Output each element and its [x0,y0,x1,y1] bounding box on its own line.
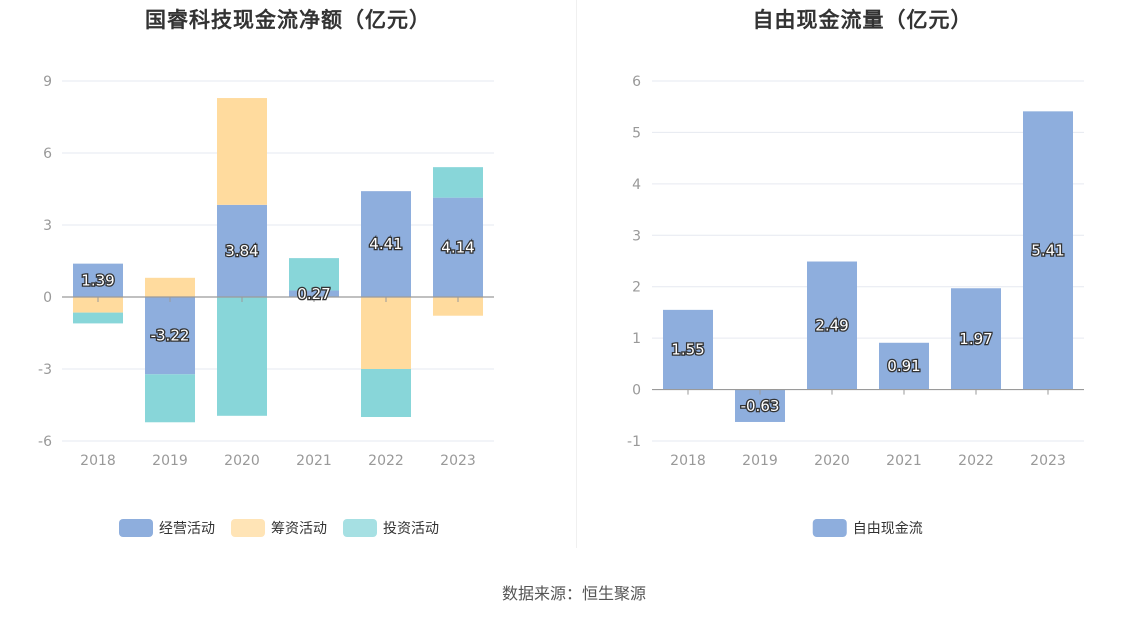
y-tick-label: 4 [632,177,641,193]
bar [217,98,267,205]
free-cash-flow-chart: 6 5 4 3 2 1 0 -1 2018 2019 2020 2021 2022 2023 1.55 -0.… [627,74,1084,537]
x-tick-label: 2019 [152,453,188,469]
bar [73,297,123,313]
legend-item: 投资活动 [343,519,439,537]
x-tick-label: 2020 [224,453,260,469]
x-tick-label: 2022 [958,453,994,469]
legend-label: 投资活动 [383,521,439,537]
bar [289,258,339,291]
free-cash-flow-chart-panel: 自由现金流量（亿元） 6 5 4 3 2 1 0 -1 2018 2019 2020 2021 2022… [577,0,1148,560]
y-tick-label: 5 [632,125,641,141]
y-tick-label: -6 [38,434,52,450]
chart-title: 自由现金流量（亿元） [752,8,973,32]
y-tick-label: 3 [43,218,52,234]
y-tick-label: 6 [43,146,52,162]
bar [1023,111,1073,390]
legend-item: 自由现金流 [812,519,923,537]
y-tick-label: 6 [632,74,641,90]
data-label: 1.97 [959,330,992,348]
y-tick-label: 0 [632,383,641,399]
bar [73,312,123,324]
source-note: 数据来源：恒生聚源 [501,584,646,603]
legend-label: 经营活动 [159,521,215,537]
legend-swatch [812,519,847,537]
bar [145,277,195,297]
data-label: 1.55 [671,341,704,359]
y-tick-label: 1 [632,331,641,347]
bar [289,290,339,297]
y-tick-label: 0 [43,290,52,306]
x-tick-label: 2020 [814,453,850,469]
data-label: 4.41 [369,235,402,253]
bar [663,309,713,390]
x-tick-label: 2019 [742,453,778,469]
data-label: -3.22 [151,327,190,345]
bar [807,261,857,390]
bar [145,297,195,375]
y-tick-label: 3 [632,228,641,244]
x-tick-label: 2023 [1030,453,1066,469]
legend-item: 经营活动 [119,519,215,537]
y-tick-label: -1 [627,434,641,450]
cash-flow-chart: 9 6 3 0 -3 -6 2018 2019 2020 2021 2022 2023 1.39 -3.2… [38,74,494,537]
panel-divider [576,0,577,548]
bar [433,197,483,297]
bar [951,288,1001,390]
bar [361,191,411,297]
x-tick-label: 2022 [368,453,404,469]
legend-label: 筹资活动 [271,520,327,537]
x-tick-label: 2018 [80,453,116,469]
data-label: 3.84 [225,242,258,260]
bar [433,167,483,198]
legend-swatch [231,519,265,537]
y-tick-label: -3 [38,362,52,378]
bar [361,369,411,417]
x-tick-label: 2021 [296,453,332,469]
data-label: 4.14 [441,238,474,256]
y-tick-label: 9 [43,74,52,90]
legend-item: 筹资活动 [231,519,327,537]
data-label: 1.39 [81,271,114,289]
bar [433,297,483,316]
data-label: -0.63 [741,397,780,415]
data-label: 0.91 [887,357,920,375]
data-label: 5.41 [1031,241,1064,259]
bar [217,297,267,416]
y-tick-label: 2 [632,280,641,296]
chart-title: 国睿科技现金流净额（亿元） [145,8,431,32]
bar [73,263,123,297]
x-tick-label: 2021 [886,453,922,469]
legend-swatch [119,519,153,537]
bar [217,204,267,297]
bar [361,297,411,369]
bar [145,374,195,423]
x-tick-label: 2023 [440,453,476,469]
cash-flow-chart-panel: 国睿科技现金流净额（亿元） 9 6 3 0 -3 -6 2018 2019 2020 2021 20… [0,0,576,560]
bar [735,389,785,422]
data-label: 2.49 [815,317,848,335]
data-label: 0.27 [297,285,330,303]
x-tick-label: 2018 [670,453,706,469]
bar [879,342,929,390]
legend-label: 自由现金流 [853,521,923,537]
legend-swatch [343,519,377,537]
